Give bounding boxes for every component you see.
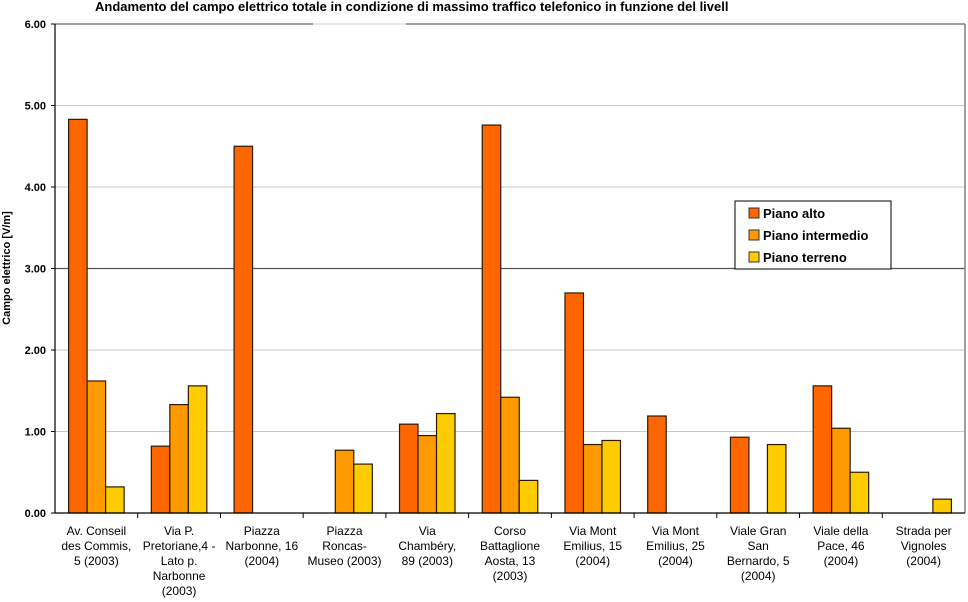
x-tick-label: Via Chambéry, 89 (2003): [398, 524, 456, 568]
bar-piano-terreno: [766, 443, 787, 514]
x-tick-label: Piazza Narbonne, 16 (2004): [225, 524, 298, 568]
bar-piano-alto: [647, 415, 667, 514]
legend-swatch: [748, 251, 760, 263]
x-tick-label: Viale Gran San Bernardo, 5 (2004): [727, 524, 790, 583]
bar-piano-alto: [68, 118, 88, 514]
y-tick-label: 6.00: [25, 19, 46, 31]
bar-piano-terreno: [353, 463, 373, 514]
y-tick-label: 2.00: [25, 345, 46, 357]
bar-piano-alto: [233, 145, 254, 514]
bar-piano-alto: [481, 124, 502, 514]
y-axis-label: Campo elettrico [V/m]: [1, 211, 13, 325]
legend-label: Piano alto: [763, 206, 825, 221]
legend-box: [734, 200, 892, 270]
bar-piano-alto: [564, 292, 585, 514]
bar-piano-terreno: [932, 498, 952, 514]
y-tick-labels: 0.00 1.00 2.00 3.00 4.00 5.00 6.00: [25, 19, 46, 520]
y-tick-label: 0.00: [25, 508, 46, 520]
x-tick-label: Av. Conseil des Commis, 5 (2003): [61, 524, 131, 568]
bar-piano-intermedio: [334, 449, 355, 514]
legend-swatch: [748, 207, 760, 219]
bar-piano-alto: [150, 445, 171, 514]
bar-piano-intermedio: [169, 404, 189, 514]
y-tick-label: 3.00: [25, 264, 46, 276]
y-tick-label: 4.00: [25, 182, 46, 194]
x-tick-label: Via P. Pretoriane,4 -Lato p. Narbonne (2003…: [143, 524, 216, 598]
y-tick-label: 1.00: [25, 427, 46, 439]
bar-piano-intermedio: [831, 427, 851, 514]
axes: [51, 23, 966, 518]
legend-swatch: [748, 229, 760, 241]
bar-piano-terreno: [435, 412, 456, 514]
bar-piano-intermedio: [582, 443, 603, 514]
bar-piano-terreno: [187, 385, 208, 514]
x-tick-label: Via Mont Emilius, 15 (2004): [563, 524, 622, 568]
bar-piano-terreno: [518, 479, 539, 514]
legend-label: Piano terreno: [763, 250, 847, 265]
x-tick-label: Via Mont Emilius, 25 (2004): [646, 524, 705, 568]
legend-label: Piano intermedio: [763, 228, 869, 243]
bar-piano-alto: [729, 436, 750, 514]
bar-piano-terreno: [849, 471, 870, 514]
bar-piano-intermedio: [86, 380, 107, 514]
x-tick-label: Piazza Roncas-Museo (2003): [308, 524, 382, 568]
legend: Piano alto Piano intermedio Piano terreno: [734, 200, 892, 270]
x-tick-label: Viale della Pace, 46 (2004): [813, 524, 868, 568]
x-tick-label: Strada per Vignoles (2004): [896, 524, 952, 568]
x-tick-label: Corso Battaglione Aosta, 13 (2003): [480, 524, 540, 583]
bar-piano-alto: [398, 423, 419, 514]
bar-piano-intermedio: [500, 396, 520, 514]
bar-piano-terreno: [601, 439, 622, 514]
chart-title: Andamento del campo elettrico totale in …: [95, 0, 728, 14]
y-tick-label: 5.00: [25, 101, 46, 113]
bars: [68, 118, 952, 514]
bar-piano-terreno: [105, 486, 125, 514]
bar-piano-alto: [812, 385, 833, 514]
x-tick-labels: Av. Conseil des Commis, 5 (2003) Via P. Pret…: [61, 524, 951, 598]
bar-piano-intermedio: [417, 434, 438, 514]
